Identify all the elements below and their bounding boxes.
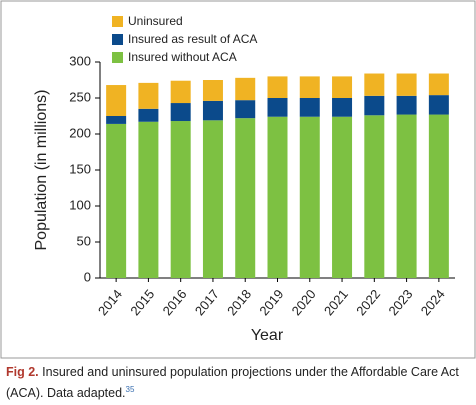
x-tick-label: 2016 (160, 286, 190, 318)
x-tick-label: 2024 (418, 286, 448, 318)
x-tick-label: 2017 (192, 286, 222, 318)
x-axis-label: Year (251, 327, 284, 344)
y-axis-label: Population (in millions) (33, 90, 50, 251)
bar-segment (235, 118, 256, 278)
bar-segment (138, 108, 159, 122)
bar-segment (396, 73, 417, 96)
caption-text: Insured and uninsured population project… (6, 365, 459, 401)
x-tick-label: 2021 (321, 286, 351, 318)
bar-segment (332, 116, 353, 278)
x-tick-label: 2014 (95, 286, 125, 318)
bar-segment (364, 115, 385, 278)
bar-segment (428, 73, 449, 96)
legend-swatch (112, 34, 123, 45)
bar-segment (332, 98, 353, 117)
frame (0, 0, 476, 359)
bar-segment (428, 114, 449, 278)
legend-label: Uninsured (128, 14, 183, 28)
chart: Population (in millions) Year 0 50 100 150 2… (0, 0, 476, 359)
legend-swatch (112, 52, 123, 63)
legend-label: Insured as result of ACA (128, 32, 257, 46)
bar-segment (235, 100, 256, 119)
bar-segment (202, 80, 223, 101)
bar-segment (138, 82, 159, 109)
bar-segment (428, 95, 449, 115)
bar-segment (235, 77, 256, 101)
bar-segment (170, 103, 191, 122)
y-tick-label: 50 (77, 233, 91, 248)
bar-segment (202, 120, 223, 278)
x-tick-label: 2019 (256, 286, 286, 318)
legend-label: Insured without ACA (128, 50, 237, 64)
bar-segment (267, 98, 288, 117)
bar-segment (106, 85, 127, 116)
caption-ref: 35 (125, 385, 135, 394)
x-tick-label: 2022 (353, 286, 383, 318)
y-tick-label: 100 (69, 197, 91, 212)
caption: Fig 2. Insured and uninsured population … (6, 364, 468, 402)
x-tick-label: 2018 (224, 286, 254, 318)
bar-segment (299, 76, 320, 98)
legend-swatch (112, 16, 123, 27)
y-tick-label: 300 (69, 53, 91, 68)
bar-segment (396, 95, 417, 115)
x-tick-label: 2023 (385, 286, 415, 318)
bar-segment (170, 80, 191, 104)
caption-label: Fig 2. (6, 365, 39, 379)
x-tick-label: 2020 (289, 286, 319, 318)
y-tick-label: 200 (69, 125, 91, 140)
y-tick-label: 150 (69, 161, 91, 176)
bar-segment (364, 73, 385, 96)
bar-segment (267, 76, 288, 98)
bar-segment (299, 98, 320, 117)
bar-segment (299, 116, 320, 278)
bar-segment (106, 116, 127, 124)
bar-segment (332, 76, 353, 98)
bar-segment (138, 121, 159, 278)
bar-segment (170, 121, 191, 278)
bar-segment (396, 114, 417, 278)
x-tick-label: 2015 (127, 286, 157, 318)
y-tick-label: 0 (84, 269, 91, 284)
bar-segment (202, 100, 223, 121)
y-tick-label: 250 (69, 89, 91, 104)
bar-segment (364, 95, 385, 116)
bar-segment (106, 123, 127, 278)
bar-segment (267, 116, 288, 278)
